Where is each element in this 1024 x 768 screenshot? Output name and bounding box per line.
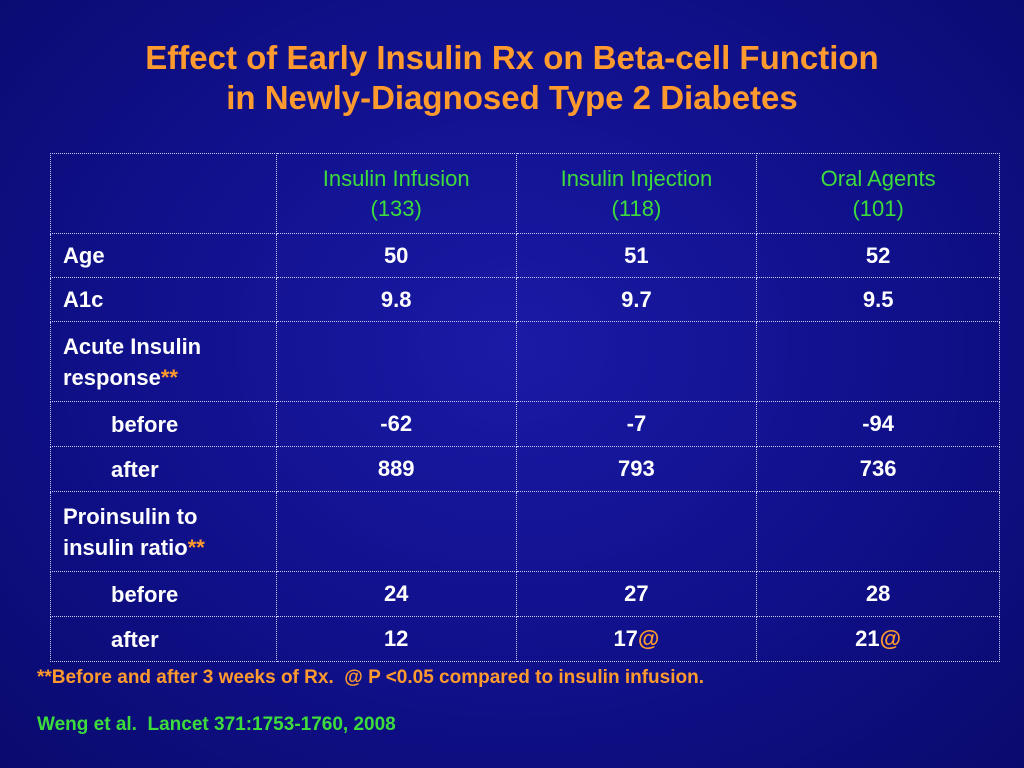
header-count: (133) <box>370 195 422 221</box>
table-cell: 28 <box>756 571 1000 617</box>
row-label: after <box>50 446 277 492</box>
header-count: (118) <box>611 195 662 221</box>
row-label: before <box>50 401 277 447</box>
table-cell: -7 <box>515 401 758 447</box>
table-cell: 27 <box>515 571 758 617</box>
table-row-proinsulin-ratio: Proinsulin to insulin ratio** <box>50 491 1000 572</box>
table-row-pi-after: after 12 17@ 21@ <box>50 616 1000 662</box>
table-row-air-after: after 889 793 736 <box>50 446 1000 492</box>
table-header-row: Insulin Infusion (133) Insulin Injection… <box>50 153 1000 234</box>
table-cell: -62 <box>275 401 517 447</box>
results-table: Insulin Infusion (133) Insulin Injection… <box>50 153 1000 662</box>
table-cell <box>515 491 758 572</box>
table-cell <box>756 491 1000 572</box>
header-empty-cell <box>50 153 277 234</box>
row-label-line-1: Proinsulin to <box>63 503 198 529</box>
table-row-age: Age 50 51 52 <box>50 233 1000 278</box>
header-count: (101) <box>852 195 904 221</box>
table-cell: 9.8 <box>275 277 517 322</box>
slide-title-line-2: in Newly-Diagnosed Type 2 Diabetes <box>226 79 798 116</box>
table-cell: 52 <box>756 233 1000 278</box>
table-row-pi-before: before 24 27 28 <box>50 571 1000 617</box>
table-cell: 21@ <box>756 616 1000 662</box>
table-cell: 889 <box>275 446 517 492</box>
header-insulin-injection: Insulin Injection (118) <box>515 153 758 234</box>
header-label: Insulin Infusion <box>322 165 470 191</box>
row-label: Age <box>50 233 277 278</box>
row-label: after <box>50 616 277 662</box>
table-cell <box>275 491 517 572</box>
table-cell: 9.7 <box>515 277 758 322</box>
table-cell <box>275 321 517 402</box>
slide-title-line-1: Effect of Early Insulin Rx on Beta-cell … <box>145 39 879 76</box>
table-cell: 736 <box>756 446 1000 492</box>
significance-marker: @ <box>879 626 902 651</box>
cell-value: 17 <box>613 626 638 651</box>
table-cell: 9.5 <box>756 277 1000 322</box>
header-label: Oral Agents <box>820 165 936 191</box>
footnote-marker: ** <box>187 534 205 560</box>
table-row-acute-insulin-response: Acute Insulin response** <box>50 321 1000 402</box>
table-cell: 12 <box>275 616 517 662</box>
cell-value: 12 <box>383 626 409 651</box>
table-row-air-before: before -62 -7 -94 <box>50 401 1000 447</box>
table-cell: -94 <box>756 401 1000 447</box>
table-cell <box>515 321 758 402</box>
table-row-a1c: A1c 9.8 9.7 9.5 <box>50 277 1000 322</box>
table-cell <box>756 321 1000 402</box>
significance-marker: @ <box>637 626 660 651</box>
table-cell: 793 <box>515 446 758 492</box>
row-label-line-1: Acute Insulin <box>63 333 202 359</box>
table-cell: 51 <box>515 233 758 278</box>
footnote-marker: ** <box>160 364 178 390</box>
row-label-line-2: insulin ratio <box>63 534 188 560</box>
slide-title: Effect of Early Insulin Rx on Beta-cell … <box>0 38 1024 118</box>
footnote: **Before and after 3 weeks of Rx. @ P <0… <box>37 667 704 688</box>
row-label: before <box>50 571 277 617</box>
row-label: Acute Insulin response** <box>50 321 277 402</box>
row-label-line-2: response <box>63 364 161 390</box>
cell-value: 21 <box>855 626 880 651</box>
citation: Weng et al. Lancet 371:1753-1760, 2008 <box>37 714 396 735</box>
header-label: Insulin Injection <box>560 165 713 191</box>
header-insulin-infusion: Insulin Infusion (133) <box>275 153 517 234</box>
header-oral-agents: Oral Agents (101) <box>756 153 1000 234</box>
table-cell: 17@ <box>515 616 758 662</box>
table-cell: 24 <box>275 571 517 617</box>
row-label: A1c <box>50 277 277 322</box>
table-cell: 50 <box>275 233 517 278</box>
row-label: Proinsulin to insulin ratio** <box>50 491 277 572</box>
